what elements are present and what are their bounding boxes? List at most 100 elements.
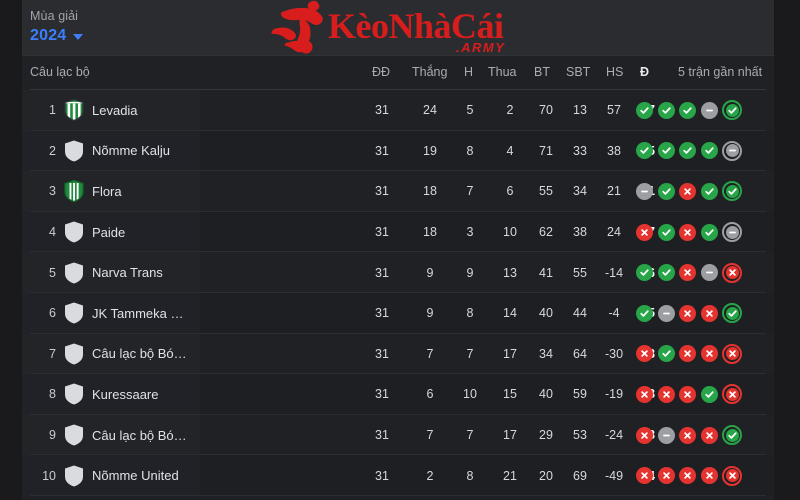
row-rank: 5 xyxy=(49,265,56,280)
row-left-shade xyxy=(22,333,200,375)
team-name[interactable]: Nõmme United xyxy=(92,468,179,484)
stat-gd: -24 xyxy=(604,428,624,443)
form-draw-icon xyxy=(722,140,743,161)
form-loss-icon xyxy=(657,385,675,403)
form-win-icon xyxy=(657,142,675,160)
stat-played: 31 xyxy=(375,103,389,118)
stat-gd: -4 xyxy=(608,306,620,321)
form-loss-icon xyxy=(722,384,743,405)
form-guide xyxy=(636,415,756,456)
stat-played: 31 xyxy=(375,346,389,361)
header-club[interactable]: Câu lạc bộ xyxy=(30,65,90,79)
form-loss-icon xyxy=(636,223,653,241)
header-points[interactable]: Đ xyxy=(640,65,650,79)
stat-won: 9 xyxy=(426,306,434,321)
stat-lost: 4 xyxy=(506,143,514,158)
season-selector[interactable]: Mùa giải 2024 xyxy=(30,8,84,45)
table-row[interactable]: 3 Flora31187655342161 xyxy=(22,171,774,212)
season-value-row[interactable]: 2024 xyxy=(30,26,84,45)
form-win-icon xyxy=(700,223,718,241)
header-played[interactable]: ĐĐ xyxy=(372,65,391,79)
form-win-icon xyxy=(657,345,675,363)
form-draw-icon xyxy=(657,426,675,444)
form-loss-icon xyxy=(679,467,697,485)
stat-ga: 55 xyxy=(573,265,587,280)
team-name[interactable]: Flora xyxy=(92,183,122,199)
form-loss-icon xyxy=(722,343,743,364)
stat-gf: 71 xyxy=(539,143,553,158)
team-name[interactable]: Levadia xyxy=(92,102,138,118)
row-rank: 10 xyxy=(42,468,56,483)
stat-played: 31 xyxy=(375,184,389,199)
form-loss-icon xyxy=(700,304,718,322)
team-name[interactable]: Paide xyxy=(92,224,126,240)
stat-gf: 40 xyxy=(539,306,553,321)
header-form: 5 trận gần nhất xyxy=(678,65,763,79)
table-row[interactable]: 1 Levadia31245270135777 xyxy=(22,90,774,131)
header-gd[interactable]: HS xyxy=(606,65,624,79)
team-name[interactable]: JK Tammeka … xyxy=(92,305,184,321)
form-guide xyxy=(636,334,756,375)
flora-crest xyxy=(64,180,84,203)
form-loss-icon xyxy=(722,262,743,283)
generic-shield xyxy=(64,464,84,487)
header-won[interactable]: Thắng xyxy=(412,65,448,79)
form-loss-icon xyxy=(700,426,718,444)
team-name[interactable]: Nõmme Kalju xyxy=(92,143,171,159)
stat-gd: 24 xyxy=(607,225,621,240)
row-rank: 9 xyxy=(49,428,56,443)
form-draw-icon xyxy=(636,182,653,200)
row-left-shade xyxy=(22,374,200,415)
stat-won: 18 xyxy=(423,225,437,240)
team-name[interactable]: Kuressaare xyxy=(92,386,159,402)
stat-gd: 38 xyxy=(607,143,621,158)
form-win-icon xyxy=(657,101,675,119)
form-win-icon xyxy=(722,181,743,202)
form-loss-icon xyxy=(679,385,697,403)
form-win-icon xyxy=(722,303,743,324)
form-guide xyxy=(636,171,756,212)
team-name[interactable]: Câu lạc bộ Bó… xyxy=(92,346,187,362)
form-loss-icon xyxy=(679,264,697,282)
chevron-down-icon xyxy=(73,33,84,40)
header-drawn[interactable]: H xyxy=(464,65,474,79)
row-left-shade xyxy=(22,455,200,496)
table-row[interactable]: 4Paide311831062382457 xyxy=(22,211,774,253)
team-name[interactable]: Câu lạc bộ Bó… xyxy=(92,427,187,443)
stat-drawn: 10 xyxy=(463,387,477,402)
stat-lost: 17 xyxy=(503,346,517,361)
stat-won: 2 xyxy=(426,468,434,483)
header-lost[interactable]: Thua xyxy=(488,65,517,79)
stat-ga: 34 xyxy=(573,184,587,199)
stat-won: 18 xyxy=(423,184,437,199)
form-win-icon xyxy=(636,304,653,322)
generic-shield xyxy=(64,302,84,325)
stat-lost: 15 xyxy=(503,387,517,402)
football-icon xyxy=(299,40,313,54)
header-gf[interactable]: BT xyxy=(534,65,550,79)
stat-won: 7 xyxy=(426,428,434,443)
form-win-icon xyxy=(700,182,718,200)
stat-gf: 29 xyxy=(539,428,553,443)
stat-played: 31 xyxy=(375,306,389,321)
stat-ga: 53 xyxy=(573,428,587,443)
form-draw-icon xyxy=(722,222,743,243)
stat-gf: 34 xyxy=(539,346,553,361)
generic-shield xyxy=(64,261,84,284)
header-ga[interactable]: SBT xyxy=(566,65,591,79)
form-win-icon xyxy=(700,385,718,403)
form-loss-icon xyxy=(657,467,675,485)
stat-lost: 6 xyxy=(506,184,514,199)
team-name[interactable]: Narva Trans xyxy=(92,265,163,281)
logo-sub: .ARMY xyxy=(456,40,505,55)
form-guide xyxy=(636,455,756,496)
form-guide xyxy=(636,252,756,293)
